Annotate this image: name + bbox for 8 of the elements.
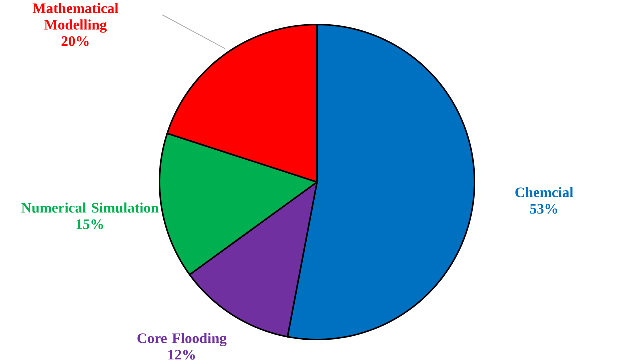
- slice-label: Core Flooding: [138, 333, 227, 346]
- data-label: 53%: [530, 204, 558, 214]
- slice-label: Mathematical Modelling: [32, 3, 119, 33]
- data-label: 12%: [168, 350, 196, 360]
- data-label: 20%: [62, 36, 89, 46]
- slice-label: Chemcial: [516, 187, 574, 198]
- data-label: 15%: [76, 220, 104, 230]
- slice-label: Numerical Simulation: [22, 202, 159, 213]
